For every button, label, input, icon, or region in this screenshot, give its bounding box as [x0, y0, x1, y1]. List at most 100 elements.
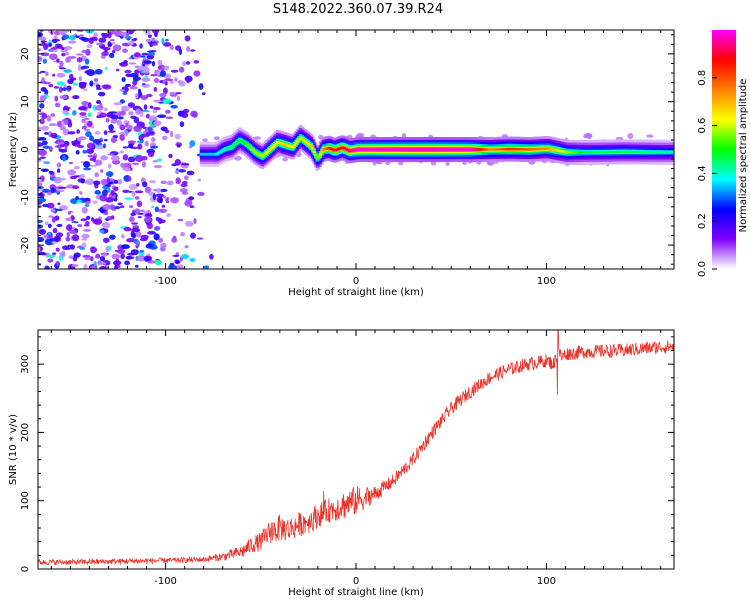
noise-blob	[172, 254, 180, 257]
noise-blob	[627, 133, 634, 140]
noise-blob	[48, 232, 52, 236]
noise-blob	[128, 143, 134, 149]
noise-blob	[47, 30, 53, 34]
noise-blob	[121, 244, 130, 250]
noise-blob	[72, 185, 80, 190]
noise-blob	[128, 111, 134, 116]
noise-blob	[188, 196, 195, 201]
ridge-cell	[265, 151, 269, 154]
noise-blob	[56, 120, 63, 128]
noise-blob	[137, 140, 143, 144]
noise-blob	[176, 95, 181, 102]
y-tick-label: -10	[20, 189, 31, 205]
noise-blob	[112, 44, 122, 52]
noise-blob	[110, 118, 118, 124]
noise-blob	[85, 215, 91, 220]
noise-blob	[93, 218, 103, 225]
noise-blob	[63, 112, 71, 115]
noise-blob	[64, 143, 68, 151]
noise-blob	[95, 99, 102, 105]
noise-blob	[134, 190, 144, 194]
noise-blob	[102, 189, 108, 197]
noise-blob	[153, 165, 163, 169]
noise-blob	[143, 60, 153, 64]
noise-blob	[105, 171, 114, 177]
noise-blob	[150, 145, 158, 149]
noise-blob	[40, 52, 50, 57]
noise-blob	[56, 81, 65, 86]
noise-blob	[186, 170, 195, 176]
noise-blob	[81, 242, 87, 248]
noise-blob	[50, 208, 56, 213]
noise-blob	[113, 186, 119, 191]
noise-blob	[61, 87, 67, 91]
noise-blob	[155, 193, 165, 198]
noise-blob	[57, 202, 61, 206]
noise-blob	[113, 102, 123, 106]
noise-blob	[107, 31, 112, 39]
noise-blob	[90, 265, 98, 269]
noise-blob	[107, 153, 115, 156]
noise-blob	[355, 134, 364, 138]
noise-blob	[140, 95, 149, 100]
noise-blob	[161, 204, 166, 208]
noise-blob	[125, 73, 133, 78]
noise-blob	[127, 156, 136, 163]
noise-blob	[180, 163, 190, 166]
ridge-cell	[306, 142, 310, 146]
noise-blob	[58, 186, 67, 189]
noise-blob	[56, 162, 62, 168]
noise-blob	[94, 159, 103, 166]
noise-blob	[85, 131, 92, 138]
noise-blob	[57, 189, 65, 192]
noise-blob	[109, 52, 115, 58]
noise-blob	[178, 48, 183, 56]
noise-blob	[108, 124, 114, 131]
noise-blob	[54, 102, 61, 108]
noise-blob	[139, 43, 143, 49]
noise-blob	[164, 129, 170, 134]
noise-blob	[163, 65, 170, 71]
noise-blob	[55, 260, 61, 267]
noise-blob	[126, 238, 135, 243]
noise-blob	[119, 205, 125, 208]
noise-blob	[160, 180, 167, 185]
noise-blob	[38, 126, 43, 131]
noise-blob	[153, 233, 160, 241]
noise-blob	[96, 115, 101, 119]
y-tick-label: 20	[20, 48, 31, 61]
noise-blob	[169, 91, 177, 96]
noise-blob	[201, 92, 206, 96]
noise-blob	[185, 220, 194, 227]
noise-blob	[119, 124, 126, 131]
noise-blob	[112, 49, 116, 54]
noise-blob	[84, 58, 90, 65]
noise-blob	[48, 42, 52, 47]
noise-blob	[62, 128, 70, 136]
noise-blob	[141, 52, 149, 56]
noise-blob	[72, 95, 80, 100]
noise-blob	[44, 238, 54, 246]
noise-blob	[110, 190, 115, 196]
ridge-cell	[250, 147, 254, 151]
noise-blob	[46, 202, 55, 209]
noise-blob	[77, 64, 81, 71]
noise-blob	[143, 104, 148, 111]
noise-blob	[101, 51, 110, 57]
noise-blob	[115, 68, 120, 72]
noise-blob	[83, 224, 90, 227]
noise-blob	[165, 116, 174, 119]
noise-blob	[646, 134, 654, 138]
noise-blob	[153, 99, 162, 103]
noise-blob	[177, 218, 184, 222]
noise-blob	[152, 30, 160, 34]
noise-blob	[117, 202, 123, 206]
noise-blob	[122, 154, 129, 161]
noise-blob	[151, 42, 159, 46]
noise-blob	[81, 101, 89, 106]
noise-blob	[118, 116, 123, 120]
noise-blob	[131, 232, 137, 239]
noise-blob	[161, 37, 165, 45]
noise-blob	[184, 245, 189, 249]
noise-blob	[101, 185, 109, 189]
